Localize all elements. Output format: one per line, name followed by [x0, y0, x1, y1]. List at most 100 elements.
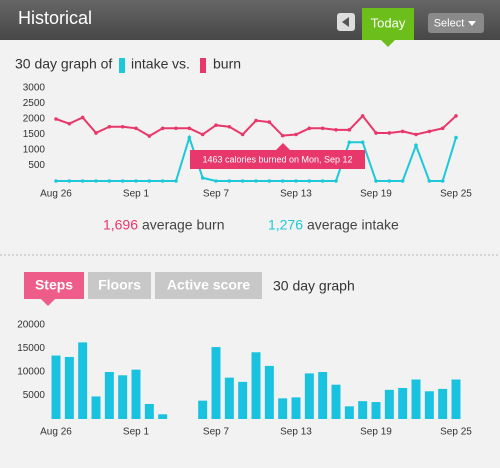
data-point	[414, 143, 418, 148]
data-point	[374, 131, 378, 135]
data-point	[320, 179, 325, 183]
tab-label: Steps	[35, 277, 73, 293]
bar	[291, 397, 301, 419]
data-point	[254, 179, 258, 183]
data-point	[267, 179, 272, 183]
average-intake-label: average intake	[307, 217, 399, 233]
bar	[358, 401, 368, 419]
tab-floors[interactable]	[88, 272, 151, 299]
x-tick-label: Sep 13	[280, 189, 312, 200]
data-point	[134, 126, 138, 131]
bar	[118, 375, 128, 419]
data-point	[160, 179, 165, 183]
data-point	[454, 135, 458, 140]
data-point	[307, 126, 312, 131]
data-point	[227, 179, 232, 183]
data-point	[187, 126, 192, 131]
data-point	[400, 129, 405, 134]
bar	[451, 379, 461, 419]
legend-swatch	[200, 58, 206, 73]
data-point	[107, 179, 112, 183]
header-title: Historical	[18, 8, 92, 28]
data-point	[347, 128, 352, 132]
data-point	[54, 117, 58, 121]
data-point	[240, 132, 245, 137]
data-point	[307, 179, 312, 183]
data-point	[427, 129, 432, 134]
legend-label: intake	[131, 56, 169, 72]
bar	[238, 381, 248, 419]
data-point	[107, 124, 112, 129]
bar	[78, 342, 88, 419]
x-tick-label: Sep 19	[360, 427, 392, 438]
y-tick-label: 2000	[23, 114, 46, 125]
data-point	[334, 179, 338, 183]
bar	[398, 387, 408, 419]
bar	[224, 377, 234, 419]
x-tick-label: Sep 25	[440, 189, 472, 200]
bar	[158, 414, 168, 419]
data-point	[294, 179, 298, 183]
y-tick-label: 5000	[23, 390, 46, 401]
data-point	[147, 179, 152, 183]
x-tick-label: Sep 13	[280, 427, 312, 438]
graph-heading: 30 day graph of	[15, 56, 112, 72]
bar	[198, 400, 208, 419]
bar	[411, 379, 421, 419]
bar	[144, 403, 154, 419]
data-point	[320, 126, 325, 131]
data-point	[374, 179, 378, 183]
data-point	[214, 179, 218, 183]
data-point	[454, 114, 458, 118]
bar	[104, 372, 114, 419]
data-point	[387, 131, 392, 135]
data-point	[267, 120, 272, 124]
y-tick-label: 500	[28, 160, 45, 171]
data-point	[280, 133, 285, 138]
bar	[344, 406, 354, 419]
y-tick-label: 2500	[23, 98, 46, 109]
x-tick-label: Aug 26	[40, 189, 72, 200]
select-button[interactable]	[428, 13, 484, 33]
bar	[51, 355, 61, 419]
tab-caption: 30 day graph	[273, 278, 355, 294]
average-burn-label: average burn	[142, 217, 225, 233]
bar	[331, 384, 341, 419]
today-button[interactable]	[362, 8, 414, 40]
x-tick-label: Aug 26	[40, 427, 72, 438]
data-point	[174, 179, 178, 183]
bar	[371, 402, 381, 419]
bar	[251, 352, 261, 419]
y-tick-label: 1000	[23, 145, 46, 156]
data-point	[67, 121, 72, 126]
y-tick-label: 3000	[23, 83, 46, 94]
x-tick-label: Sep 19	[360, 189, 392, 200]
tab-active-score[interactable]	[155, 272, 262, 299]
tab-pointer	[41, 299, 55, 306]
data-point	[294, 132, 298, 137]
data-point	[254, 118, 258, 123]
data-point	[94, 131, 98, 135]
bar	[438, 388, 448, 419]
data-point	[360, 140, 365, 145]
tooltip-pointer	[276, 143, 290, 150]
data-point	[120, 124, 125, 129]
bar	[278, 398, 288, 419]
data-point	[200, 132, 205, 137]
tab-steps[interactable]	[24, 272, 84, 299]
select-caret	[468, 21, 476, 26]
legend-swatch	[119, 58, 125, 73]
data-point	[240, 179, 245, 183]
tooltip	[190, 150, 365, 169]
data-point	[347, 140, 352, 145]
data-point	[160, 126, 165, 131]
data-point	[80, 179, 85, 183]
data-point	[120, 179, 125, 183]
data-point	[94, 179, 98, 183]
bar	[424, 391, 434, 419]
x-tick-label: Sep 7	[203, 189, 230, 200]
data-point	[54, 179, 58, 183]
back-arrow	[342, 17, 349, 27]
bar	[384, 389, 394, 419]
